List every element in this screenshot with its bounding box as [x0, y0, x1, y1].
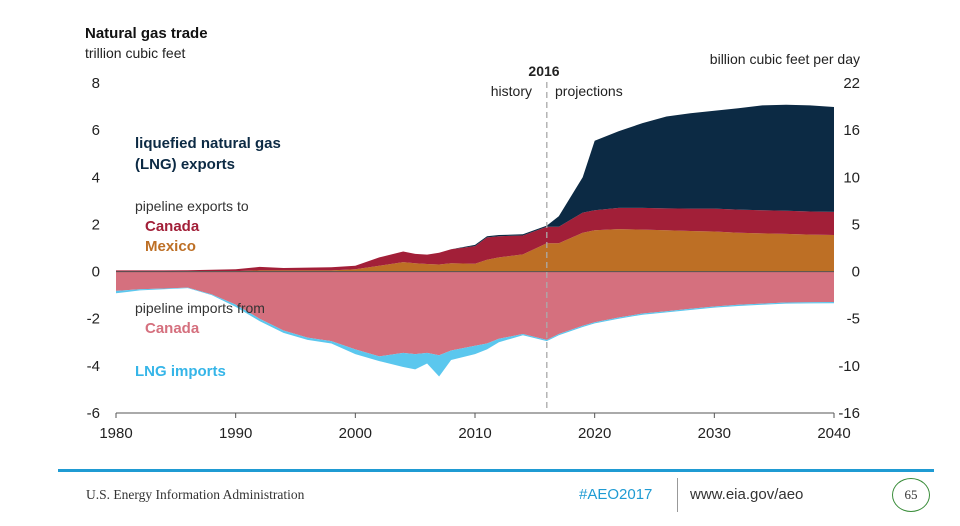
hashtag-link[interactable]: #AEO2017 [579, 486, 653, 503]
natural-gas-trade-chart: 1980 1990 2000 2010 2020 2030 2040 8 6 4 2 0 -2 -4 -6… [85, 25, 860, 442]
right-tick-label: -16 [838, 405, 860, 422]
lng-exports-area [116, 104, 834, 271]
left-tick-label: 0 [92, 264, 100, 281]
mexico-export-label: Mexico [145, 238, 196, 255]
right-tick-label: 16 [843, 122, 860, 139]
left-tick-label: -6 [87, 405, 100, 422]
right-tick-label: -10 [838, 358, 860, 375]
x-tick-label: 2030 [698, 425, 731, 442]
right-tick-label: 10 [843, 169, 860, 186]
canada-export-label: Canada [145, 218, 200, 235]
footer-divider [677, 478, 678, 512]
x-tick-label: 2000 [339, 425, 372, 442]
canada-import-label: Canada [145, 320, 200, 337]
right-axis-label: billion cubic feet per day [710, 51, 860, 67]
page-number: 65 [892, 478, 930, 512]
left-tick-label: -4 [87, 358, 100, 375]
mexico-export-area [116, 229, 834, 272]
left-tick-label: 4 [92, 169, 100, 186]
x-tick-label: 1980 [99, 425, 132, 442]
stacked-area-layer [116, 104, 834, 377]
x-tick-label: 2020 [578, 425, 611, 442]
chart-title: Natural gas trade [85, 25, 208, 42]
canada-import-area [116, 271, 834, 357]
pipeline-exports-label: pipeline exports to [135, 198, 249, 214]
right-tick-label: 0 [852, 264, 860, 281]
lng-imports-label: LNG imports [135, 363, 226, 380]
left-tick-label: 6 [92, 122, 100, 139]
projections-label: projections [555, 83, 623, 99]
right-tick-label: 5 [852, 216, 860, 233]
right-tick-label: 22 [843, 75, 860, 92]
pipeline-imports-label: pipeline imports from [135, 300, 265, 316]
left-axis-label: trillion cubic feet [85, 45, 185, 61]
left-tick-label: -2 [87, 311, 100, 328]
lng-exports-label-line2: (LNG) exports [135, 156, 235, 173]
agency-name: U.S. Energy Information Administration [86, 487, 305, 502]
footer-rule [58, 469, 934, 472]
history-label: history [491, 83, 532, 99]
x-tick-label: 2010 [458, 425, 491, 442]
divider-year-label: 2016 [528, 63, 559, 79]
left-tick-label: 8 [92, 75, 100, 92]
x-axis-ticks: 1980 1990 2000 2010 2020 2030 2040 [99, 413, 851, 442]
right-tick-label: -5 [847, 311, 860, 328]
x-tick-label: 2040 [817, 425, 850, 442]
canada-export-area [116, 207, 834, 272]
left-tick-label: 2 [92, 216, 100, 233]
left-axis-ticks: 8 6 4 2 0 -2 -4 -6 [87, 75, 100, 422]
website-link[interactable]: www.eia.gov/aeo [690, 486, 804, 503]
x-tick-label: 1990 [219, 425, 252, 442]
lng-exports-label-line1: liquefied natural gas [135, 135, 281, 152]
right-axis-ticks: 22 16 10 5 0 -5 -10 -16 [838, 75, 860, 422]
